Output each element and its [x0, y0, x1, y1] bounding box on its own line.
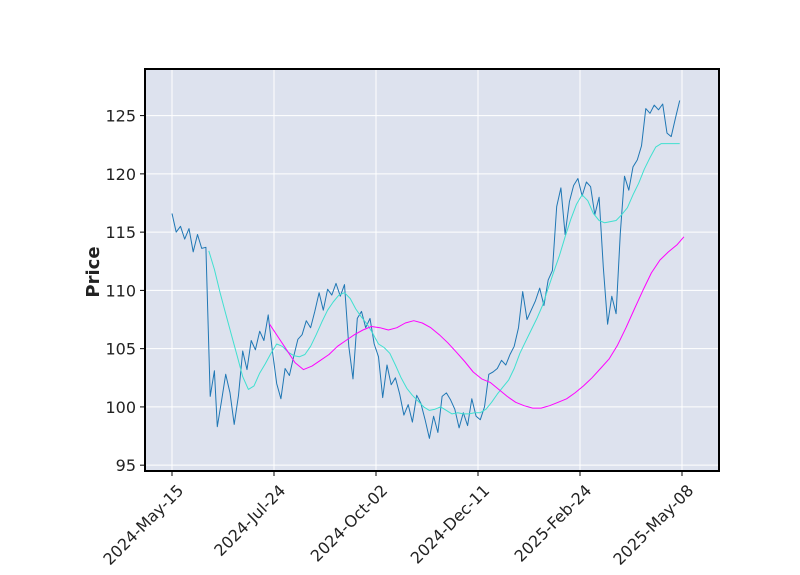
y-axis-label: Price: [83, 246, 104, 297]
x-tick-label: 2024-Jul-24: [210, 481, 289, 560]
series-layer: [171, 100, 685, 439]
y-tick-label: 95: [116, 456, 136, 475]
axis-ticks: [140, 115, 683, 476]
y-tick-label: 125: [105, 107, 136, 126]
y-tick-label: 120: [105, 165, 136, 184]
series-line-ma_long: [269, 236, 685, 409]
grid-lines: [145, 69, 719, 471]
x-tick-label: 2025-May-08: [609, 481, 697, 569]
y-tick-label: 110: [105, 281, 136, 300]
y-tick-label: 115: [105, 223, 136, 242]
x-tick-label: 2024-Oct-02: [307, 481, 392, 566]
plot-frame: [144, 68, 720, 472]
y-tick-label: 100: [105, 398, 136, 417]
x-tick-label: 2024-Dec-11: [407, 481, 494, 568]
plot-background: [145, 69, 719, 471]
x-tick-label: 2024-May-15: [99, 481, 187, 569]
y-tick-label: 105: [105, 340, 136, 359]
x-tick-label: 2025-Feb-24: [510, 481, 595, 566]
